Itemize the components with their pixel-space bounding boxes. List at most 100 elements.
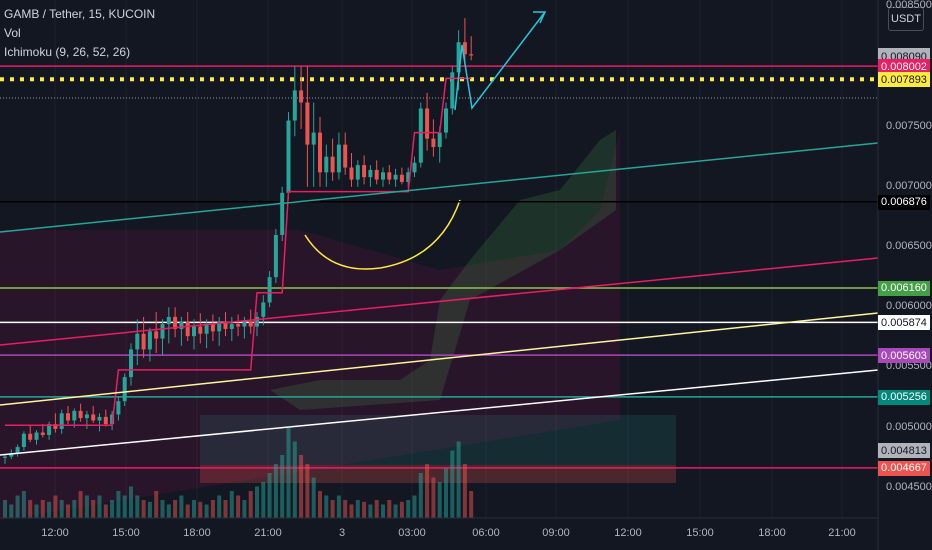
zone-red [200,465,676,483]
trend-line-white [0,369,879,456]
candle-body [3,456,7,458]
candle-body [198,326,203,334]
time-tick-label: 21:00 [828,527,856,539]
volume-bar [412,495,417,518]
volume-bar [462,464,467,518]
volume-bar [122,495,127,518]
candle-body [40,432,45,435]
candle-body [141,333,146,350]
volume-bar [324,495,329,518]
candle-body [469,54,474,56]
volume-bar [185,504,190,518]
volume-bar [318,491,322,518]
candle-body [450,72,455,109]
volume-bar [355,500,360,518]
candle-body [318,132,322,173]
volume-bar [15,495,20,518]
volume-bar [242,500,247,518]
candle-body [261,302,266,317]
volume-bar [311,477,316,518]
candle-body [248,321,253,327]
volume-bar [374,500,379,518]
candle-body [368,169,373,178]
volume-bar [399,501,404,518]
candle-body [103,416,108,425]
volume-bar [223,500,228,518]
volume-bars [3,428,474,518]
trend-lines [0,11,879,456]
time-tick-label: 18:00 [183,527,211,539]
symbol-title[interactable]: GAMB / Tether, 15, KUCOIN [4,7,156,21]
price-tag: 0.004667 [878,460,930,476]
price-tag: 0.008002 [878,59,930,75]
cloud-red-area [0,130,620,520]
volume-bar [179,495,184,518]
candle-body [431,138,436,148]
candle-body [425,108,430,139]
candle-body [444,108,448,133]
volume-bar [236,495,241,518]
volume-bar [66,504,70,518]
candle-body [229,324,234,329]
candle-body [84,414,89,419]
price-tag: 0.005603 [878,348,930,364]
volume-bar [210,500,215,518]
candle-body [456,42,461,73]
candle-body [362,165,367,178]
volume-bar [103,504,108,518]
volume-bar [72,500,77,518]
candle-body [59,413,64,429]
time-tick-label: 18:00 [758,527,786,539]
time-tick-label: 12:00 [41,527,69,539]
candle-body [53,424,58,429]
volume-bar [110,500,115,518]
price-tick-label: 0.005000 [886,420,932,433]
ichimoku-indicator-label[interactable]: Ichimoku (9, 26, 52, 26) [4,45,131,59]
volume-bar [292,441,297,518]
price-tick-label: 0.007000 [886,179,932,192]
candle-body [34,432,39,440]
price-tag: 0.006876 [878,194,930,210]
price-tick-label: 0.006500 [886,240,932,253]
volume-bar [160,500,165,518]
candle-body [204,324,209,334]
candle-body [154,331,159,339]
candle-body [437,132,442,148]
candle-body [336,144,341,173]
candle-body [324,156,329,173]
volume-bar [198,501,203,518]
arc-curve [304,199,461,270]
time-tick-label: 15:00 [686,527,714,539]
volume-bar [9,504,14,518]
volume-bar [21,491,26,518]
currency-button[interactable]: USDT [888,7,924,31]
grid [54,0,843,518]
candle-body [91,414,96,421]
candle-body [299,90,304,103]
candle-body [412,162,417,173]
volume-bar [261,482,266,518]
trend-line-pink [0,257,879,346]
volume-bar [229,491,234,518]
candle-body [116,401,121,415]
price-tick-label: 0.008500 [886,0,932,12]
vol-indicator-label[interactable]: Vol [4,26,21,40]
time-tick-label: 09:00 [542,527,570,539]
volume-bar [40,500,45,518]
price-tick-label: 0.004500 [886,480,932,493]
candle-body [418,108,423,163]
candle-body [236,324,241,327]
candles [3,18,474,464]
volume-bar [381,504,385,518]
volume-bar [84,495,89,518]
volume-bar [273,464,278,518]
volume-bar [305,464,310,518]
arrow-head [533,11,547,24]
candle-body [122,377,127,402]
volume-bar [286,428,291,518]
volume-bar [28,500,33,518]
volume-bar [135,495,140,518]
volume-bar [349,504,354,518]
candle-body [255,316,259,327]
